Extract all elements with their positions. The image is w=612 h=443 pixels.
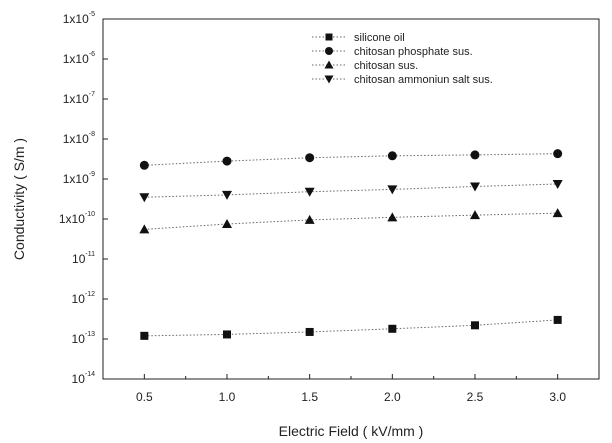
series-1 [139, 149, 563, 170]
data-point [222, 190, 232, 200]
legend-label: silicone oil [354, 32, 405, 44]
legend-label: chitosan sus. [354, 60, 418, 72]
data-point [552, 208, 563, 218]
y-tick-label: 10-12 [72, 291, 96, 306]
data-point [387, 185, 398, 195]
plot-frame [102, 18, 600, 380]
series-0 [140, 315, 562, 340]
x-tick-label: 3.0 [549, 390, 566, 404]
data-point [139, 193, 150, 203]
y-tick-label: 1x10-6 [63, 51, 95, 66]
y-tick-label: 1x10-8 [63, 131, 95, 146]
y-tick-label: 10-14 [72, 371, 96, 386]
data-point [471, 321, 479, 330]
y-axis-title: Conductivity ( S/m ) [11, 138, 27, 260]
data-point [552, 179, 563, 189]
y-tick-label: 10-11 [72, 251, 95, 266]
data-point [222, 156, 232, 166]
series-line [144, 153, 558, 166]
series-line [144, 319, 558, 337]
y-tick-label: 1x10-9 [63, 171, 95, 186]
data-point [222, 218, 232, 228]
data-point [305, 153, 315, 163]
x-tick-label: 1.5 [301, 390, 318, 404]
data-point [139, 160, 149, 170]
data-point [223, 330, 231, 339]
x-tick-label: 1.0 [219, 390, 236, 404]
data-point [387, 151, 397, 161]
x-tick-label: 2.0 [384, 390, 401, 404]
y-tick-label: 1x10-7 [63, 91, 95, 106]
data-point [139, 224, 150, 234]
series-2 [139, 208, 563, 234]
y-tick-label: 10-13 [72, 331, 96, 346]
data-point [470, 182, 480, 192]
legend-marker [325, 47, 333, 55]
x-axis: 0.5 1.0 1.5 2.0 2.5 3.0 [136, 374, 566, 404]
legend-label: chitosan ammoniun salt sus. [354, 74, 493, 86]
data-point [388, 324, 397, 333]
series-layer [139, 149, 563, 340]
x-tick-label: 0.5 [136, 390, 153, 404]
series-line [144, 183, 558, 198]
data-point [553, 149, 563, 159]
x-axis-title: Electric Field ( kV/mm ) [279, 423, 424, 439]
legend-marker [325, 33, 333, 41]
legend-label: chitosan phosphate sus. [354, 46, 473, 58]
series-line [144, 212, 558, 230]
data-point [470, 210, 480, 220]
y-axis: 10-14 10-13 10-12 10-11 1x10-10 1x10-9 1x10-8 1… [59, 11, 108, 386]
data-point [553, 315, 562, 324]
legend: silicone oil chitosan phosphate sus. chito… [312, 32, 493, 86]
series-3 [139, 179, 563, 203]
data-point [387, 212, 398, 222]
legend-marker [324, 75, 334, 84]
data-point [470, 150, 480, 160]
data-point [305, 327, 314, 336]
data-point [304, 187, 315, 197]
x-tick-label: 2.5 [467, 390, 484, 404]
legend-marker [324, 60, 334, 69]
y-tick-label: 1x10-5 [63, 11, 95, 26]
data-point [304, 214, 315, 224]
y-tick-label: 1x10-10 [59, 211, 95, 226]
data-point [140, 331, 149, 340]
